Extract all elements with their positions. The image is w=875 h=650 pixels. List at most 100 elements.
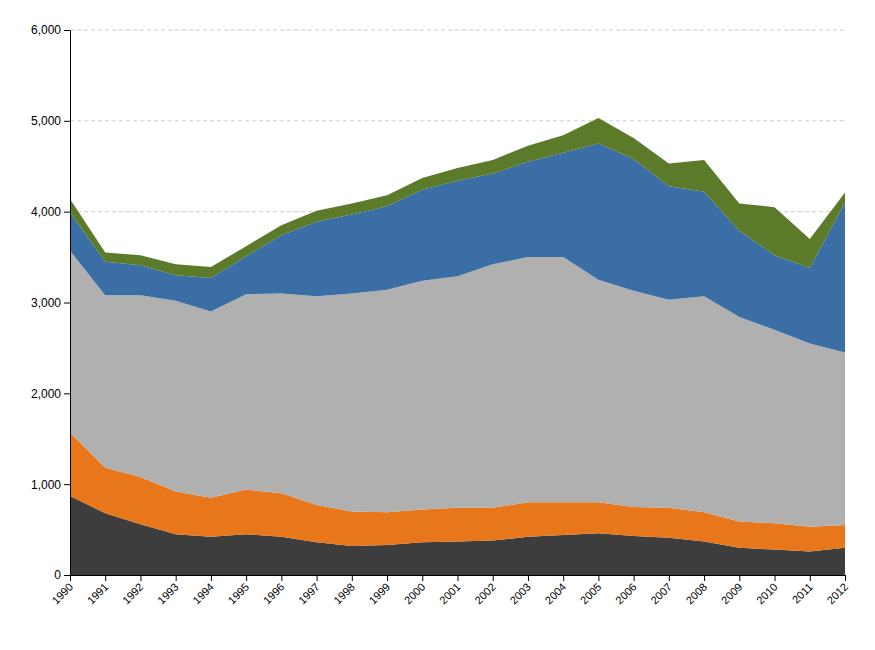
y-tick-mark (64, 484, 70, 485)
y-tick-label: 6,000 (31, 23, 61, 37)
y-tick-label: 0 (54, 568, 61, 582)
x-tick-label: 1990 (49, 581, 75, 607)
x-tick-mark (669, 575, 670, 581)
x-tick: 2000 (402, 575, 428, 606)
x-axis-line (71, 576, 846, 582)
x-tick-label: 2010 (754, 581, 780, 607)
y-tick: 6,000 (31, 23, 70, 37)
x-tick: 2011 (790, 575, 815, 606)
y-tick-label: 1,000 (31, 478, 61, 492)
x-tick-label: 1998 (331, 581, 357, 607)
x-tick-label: 1997 (296, 581, 322, 607)
grid-line (70, 120, 845, 121)
x-tick-mark (211, 575, 212, 581)
x-tick: 2009 (719, 575, 745, 606)
x-tick-mark (422, 575, 423, 581)
x-tick: 2004 (543, 575, 569, 606)
x-tick-mark (563, 575, 564, 581)
x-tick: 2012 (824, 575, 850, 606)
y-tick-label: 3,000 (31, 296, 61, 310)
y-tick: 1,000 (31, 478, 70, 492)
y-tick: 5,000 (31, 114, 70, 128)
y-tick: 4,000 (31, 205, 70, 219)
x-tick-label: 2000 (402, 581, 428, 607)
area (70, 118, 845, 278)
grid (70, 30, 845, 575)
x-tick: 1996 (261, 575, 287, 606)
x-tick: 1995 (226, 575, 252, 606)
x-tick: 1990 (49, 575, 75, 606)
x-tick: 2001 (437, 575, 463, 606)
x-tick-label: 1994 (190, 581, 216, 607)
x-tick-mark (739, 575, 740, 581)
x-tick: 1999 (366, 575, 392, 606)
x-tick-mark (528, 575, 529, 581)
x-tick: 1994 (190, 575, 216, 606)
chart: 1990 1991 1992 1993 1994 1995 1996 1997 1998 1999… (0, 0, 875, 650)
plot: 1990 1991 1992 1993 1994 1995 1996 1997 1998 1999… (31, 23, 850, 606)
x-tick-label: 1996 (261, 581, 287, 607)
x-tick-label: 2005 (578, 581, 604, 607)
x-tick-mark (105, 575, 106, 581)
x-tick-mark (845, 575, 846, 581)
y-tick-label: 5,000 (31, 114, 61, 128)
x-tick-label: 1993 (155, 581, 181, 607)
x-tick-mark (352, 575, 353, 581)
x-tick-mark (493, 575, 494, 581)
x-tick: 2003 (507, 575, 533, 606)
x-tick-label: 2009 (719, 581, 745, 607)
y-tick-label: 2,000 (31, 387, 61, 401)
y-tick: 0 (54, 568, 70, 582)
x-tick-mark (281, 575, 282, 581)
x-tick-label: 2011 (790, 581, 815, 606)
y-tick-mark (64, 393, 70, 394)
x-tick-label: 1999 (366, 581, 392, 607)
y-tick-mark (64, 30, 70, 31)
x-tick: 2008 (683, 575, 709, 606)
x-tick-mark (634, 575, 635, 581)
x-tick-mark (317, 575, 318, 581)
x-tick-mark (810, 575, 811, 581)
x-tick-label: 2012 (824, 581, 850, 607)
x-tick-mark (140, 575, 141, 581)
x-tick: 2006 (613, 575, 639, 606)
y-tick-mark (64, 212, 70, 213)
areas (70, 118, 845, 575)
x-tick-mark (246, 575, 247, 581)
x-tick: 2010 (754, 575, 780, 606)
grid-line (70, 30, 845, 31)
x-tick: 2002 (472, 575, 498, 606)
x-tick-mark (458, 575, 459, 581)
x-tick: 2007 (648, 575, 674, 606)
x-tick-mark (387, 575, 388, 581)
y-tick: 3,000 (31, 296, 70, 310)
x-tick-label: 2006 (613, 581, 639, 607)
y-tick-label: 4,000 (31, 205, 61, 219)
x-tick-label: 2001 (437, 581, 463, 607)
x-tick-label: 1992 (120, 581, 146, 607)
x-tick-label: 1995 (226, 581, 252, 607)
x-tick-mark (704, 575, 705, 581)
x-tick: 1991 (85, 575, 111, 606)
x-tick-mark (598, 575, 599, 581)
x-axis: 1990 1991 1992 1993 1994 1995 1996 1997 1998 1999… (49, 575, 850, 606)
x-tick-label: 2008 (683, 581, 709, 607)
x-tick-mark (176, 575, 177, 581)
y-tick: 2,000 (31, 387, 70, 401)
x-tick: 1997 (296, 575, 322, 606)
x-tick-label: 2002 (472, 581, 498, 607)
x-tick-mark (775, 575, 776, 581)
x-tick-label: 2003 (507, 581, 533, 607)
y-axis-line (64, 31, 71, 576)
x-tick: 2005 (578, 575, 604, 606)
x-tick: 1993 (155, 575, 181, 606)
x-tick: 1998 (331, 575, 357, 606)
y-tick-mark (64, 121, 70, 122)
x-tick: 1992 (120, 575, 146, 606)
y-tick-mark (64, 575, 70, 576)
y-tick-mark (64, 303, 70, 304)
x-tick-label: 1991 (85, 581, 111, 607)
y-axis: 0 1,000 2,000 3,000 4,000 5,000 6,000 (31, 23, 71, 582)
x-tick-label: 2004 (543, 581, 569, 607)
x-tick-label: 2007 (648, 581, 674, 607)
